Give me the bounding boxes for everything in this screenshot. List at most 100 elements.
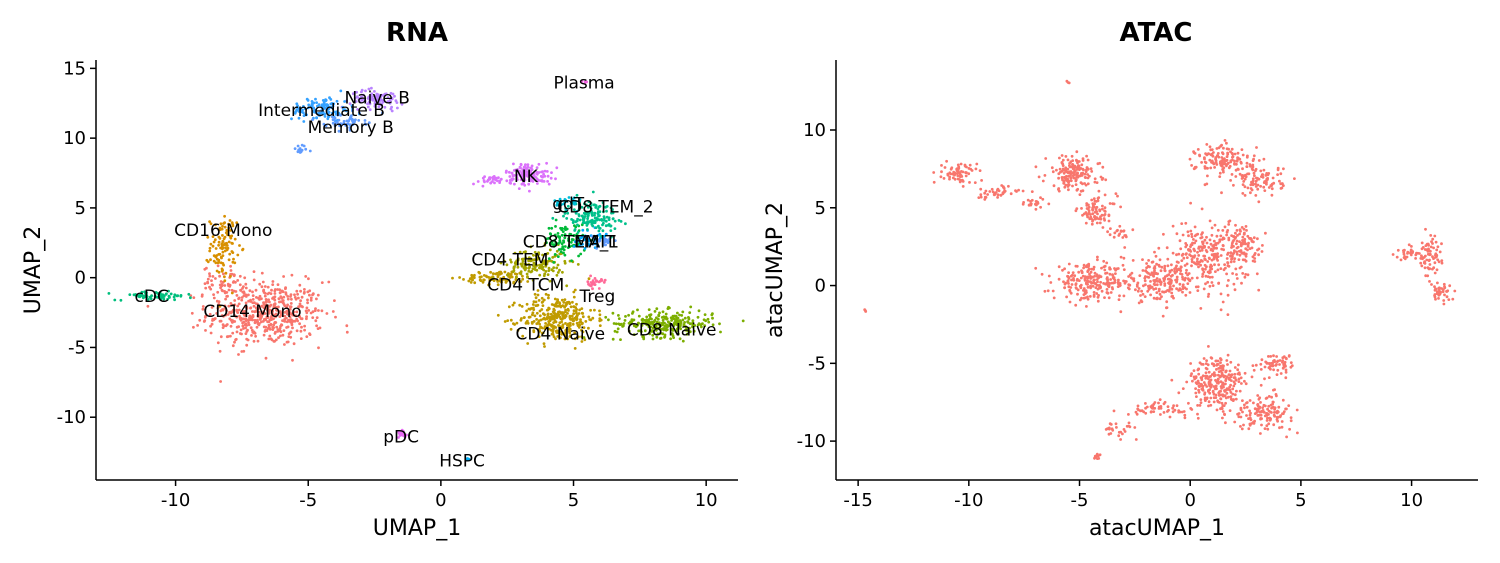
atac-point (1153, 269, 1156, 273)
atac-point (1163, 264, 1167, 268)
atac-point (1219, 385, 1223, 388)
atac-point (1118, 224, 1122, 228)
atac-point (1293, 177, 1296, 181)
rna-point-cd4-naive (482, 278, 486, 282)
rna-point-cd14-mono (286, 295, 290, 298)
atac-point (1014, 189, 1017, 193)
atac-point (1259, 383, 1263, 387)
atac-point (1003, 189, 1007, 193)
atac-point (1190, 408, 1194, 411)
rna-point-cd4-naive (480, 275, 483, 279)
atac-point (1099, 280, 1102, 284)
rna-point-cd4-tcm (530, 259, 534, 262)
rna-point-cd8-naive (718, 322, 721, 326)
atac-point (979, 195, 983, 199)
atac-point (1165, 246, 1169, 250)
atac-point (1219, 397, 1222, 400)
atac-point (1071, 271, 1075, 274)
rna-point-cd4-tcm (533, 265, 537, 269)
rna-point-cd14-mono (280, 323, 284, 327)
atac-point (1085, 166, 1089, 170)
atac-point (1039, 196, 1042, 200)
rna-point-cd16-mono (225, 228, 229, 232)
atac-point (1165, 300, 1169, 304)
atac-point (1264, 360, 1268, 364)
rna-point-cd14-mono (306, 298, 309, 302)
atac-point (956, 174, 960, 178)
rna-point-cd16-mono (241, 248, 244, 252)
rna-point-treg (591, 279, 595, 282)
rna-point-cd14-mono (307, 277, 310, 281)
atac-point (1201, 374, 1205, 378)
rna-point-treg (595, 280, 598, 283)
atac-point (1241, 167, 1244, 171)
rna-point-cd14-mono (300, 295, 304, 299)
atac-point (1250, 246, 1254, 250)
rna-point-nk (554, 177, 557, 181)
rna-point-cd8-naive (655, 335, 659, 339)
rna-point-cd4-tem (560, 228, 564, 232)
rna-point-cd8-naive (663, 333, 667, 337)
rna-point-cd4-naive (579, 318, 582, 322)
rna-point-cd16-mono (218, 226, 222, 230)
rna-point-cd8-tem-2 (586, 228, 589, 231)
rna-point-cd14-mono (239, 328, 243, 332)
rna-point-cd14-mono (271, 309, 274, 313)
atac-point (1259, 184, 1262, 188)
atac-point (1221, 394, 1225, 398)
rna-point-cd4-tcm (523, 268, 527, 272)
rna-point-cd14-mono (268, 327, 272, 330)
atac-point (1239, 249, 1243, 252)
rna-point-cd16-mono (220, 227, 224, 231)
rna-point-nk (489, 181, 493, 185)
rna-point-cd14-mono (284, 291, 288, 294)
rna-point-cd4-tcm (529, 270, 533, 274)
rna-point-cd4-naive (576, 314, 579, 317)
rna-point-cd14-mono (345, 324, 349, 328)
atac-point (1082, 287, 1086, 290)
atac-point (1202, 357, 1206, 360)
atac-point (1240, 177, 1244, 180)
atac-point (1218, 238, 1222, 242)
rna-point-cd4-naive (569, 305, 573, 309)
atac-point (1100, 289, 1104, 293)
rna-point-cd14-mono (242, 285, 245, 288)
rna-point-cd14-mono (289, 295, 292, 298)
atac-point (1399, 258, 1403, 262)
rna-point-cd4-naive (496, 283, 500, 287)
atac-point (1282, 167, 1285, 171)
rna-point-cd14-mono (290, 273, 294, 277)
atac-point (1435, 268, 1439, 272)
rna-point-cd16-mono (223, 225, 227, 229)
atac-point (1181, 252, 1185, 256)
rna-point-cd8-naive (669, 323, 672, 327)
rna-point-cd8-naive (627, 321, 631, 325)
atac-point (1246, 234, 1250, 238)
atac-point (1089, 286, 1092, 290)
atac-point (1248, 413, 1252, 417)
atac-point (1252, 368, 1256, 372)
atac-point (1260, 417, 1263, 420)
rna-point-cd16-mono (230, 221, 234, 225)
rna-point-cd14-mono (146, 304, 150, 308)
atac-point (1252, 157, 1255, 161)
atac-point (1189, 201, 1192, 205)
rna-point-cd14-mono (290, 297, 293, 301)
atac-point (1284, 370, 1288, 374)
atac-point (1229, 360, 1233, 364)
atac-point (983, 195, 987, 199)
rna-point-cd4-naive (523, 316, 526, 319)
atac-point (1034, 266, 1038, 270)
rna-point-cd4-naive (488, 282, 491, 286)
rna-point-cd4-naive (570, 314, 574, 318)
atac-point (1241, 272, 1245, 275)
rna-point-cd14-mono (280, 296, 284, 300)
atac-point (1085, 282, 1089, 285)
atac-point (1207, 370, 1211, 374)
atac-point (1159, 280, 1162, 284)
atac-point (1180, 222, 1184, 226)
rna-point-cd14-mono (291, 326, 294, 330)
atac-point (1030, 190, 1034, 194)
rna-point-cd14-mono (311, 316, 315, 319)
rna-title: RNA (386, 18, 448, 48)
